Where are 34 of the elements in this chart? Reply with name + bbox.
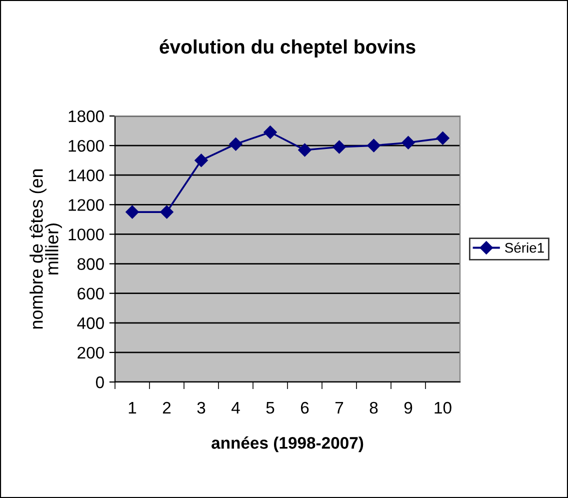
y-tick-label: 1800	[68, 110, 104, 122]
chart-title: évolution du cheptel bovins	[160, 39, 416, 58]
y-tick-label: 600	[78, 288, 104, 300]
y-axis-title: nombre de têtes (en millier)	[30, 169, 62, 329]
x-tick-label: 7	[335, 402, 344, 414]
x-tick-label: 3	[197, 402, 206, 414]
point	[229, 137, 242, 151]
x-tick-label: 6	[300, 402, 309, 414]
point	[126, 205, 139, 219]
x-tick-label: 4	[232, 402, 240, 414]
point	[402, 136, 415, 150]
legend-label: Série1	[505, 242, 544, 253]
y-tick-label: 1000	[68, 228, 104, 240]
x-tick-label: 5	[266, 402, 274, 414]
point	[436, 132, 450, 145]
point	[298, 143, 312, 157]
point	[367, 138, 380, 152]
x-tick-label: 10	[434, 402, 452, 414]
y-tick-label: 200	[78, 346, 104, 359]
y-tick-label: 400	[77, 317, 104, 330]
point	[194, 154, 208, 167]
x-tick-label: 9	[404, 402, 412, 414]
y-tick-label: 800	[78, 258, 104, 270]
y-tick-label: 1400	[68, 170, 104, 182]
point	[160, 205, 174, 219]
y-tick-label: 1200	[68, 199, 104, 211]
point	[332, 140, 346, 154]
x-tick-label: 8	[370, 402, 378, 414]
y-tick-label: 1600	[68, 140, 104, 152]
y-tick-label: 0	[96, 376, 104, 388]
point	[264, 126, 277, 139]
x-tick-label: 2	[162, 402, 171, 414]
x-tick-label: 1	[128, 402, 136, 414]
x-axis-title: années (1998-2007)	[212, 436, 364, 452]
